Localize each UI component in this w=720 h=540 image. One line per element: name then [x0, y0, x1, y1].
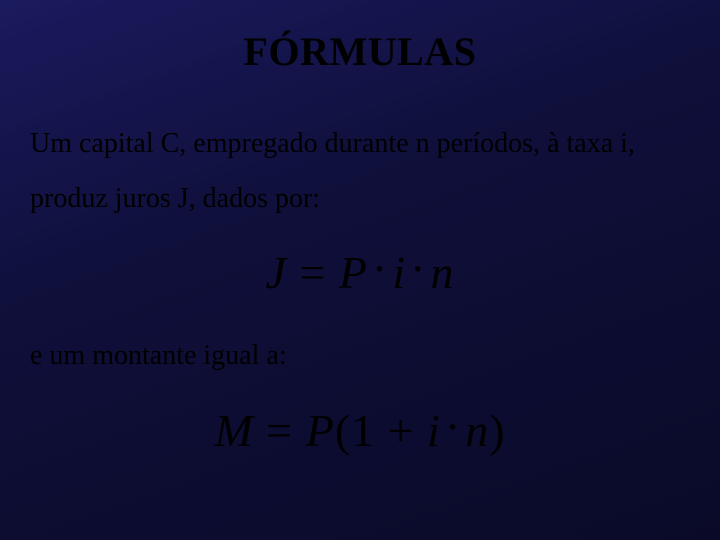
number-one: 1 [351, 405, 375, 456]
formula-var-m: M [214, 405, 253, 456]
formula-interest: J = P·i·n [30, 246, 690, 299]
formula-var-j: J [266, 247, 287, 298]
multiply-dot: · [406, 243, 430, 294]
plus-sign: + [375, 405, 427, 456]
formula-var-i: i [392, 247, 406, 298]
paragraph-intro: Um capital C, empregado durante n períod… [30, 117, 690, 226]
open-paren: ( [335, 405, 351, 456]
slide-title: FÓRMULAS [30, 28, 690, 75]
formula-var-n: n [465, 405, 489, 456]
close-paren: ) [489, 405, 505, 456]
slide: FÓRMULAS Um capital C, empregado durante… [0, 0, 720, 540]
formula-var-n: n [430, 247, 454, 298]
formula-amount: M = P(1 + i·n) [30, 404, 690, 457]
formula-var-p: P [306, 405, 335, 456]
equals-sign: = [299, 247, 338, 298]
paragraph-montante: e um montante igual a: [30, 329, 690, 384]
formula-var-p: P [339, 247, 368, 298]
formula-var-i: i [427, 405, 441, 456]
multiply-dot: · [368, 243, 392, 294]
multiply-dot: · [441, 401, 465, 452]
equals-sign: = [266, 405, 305, 456]
